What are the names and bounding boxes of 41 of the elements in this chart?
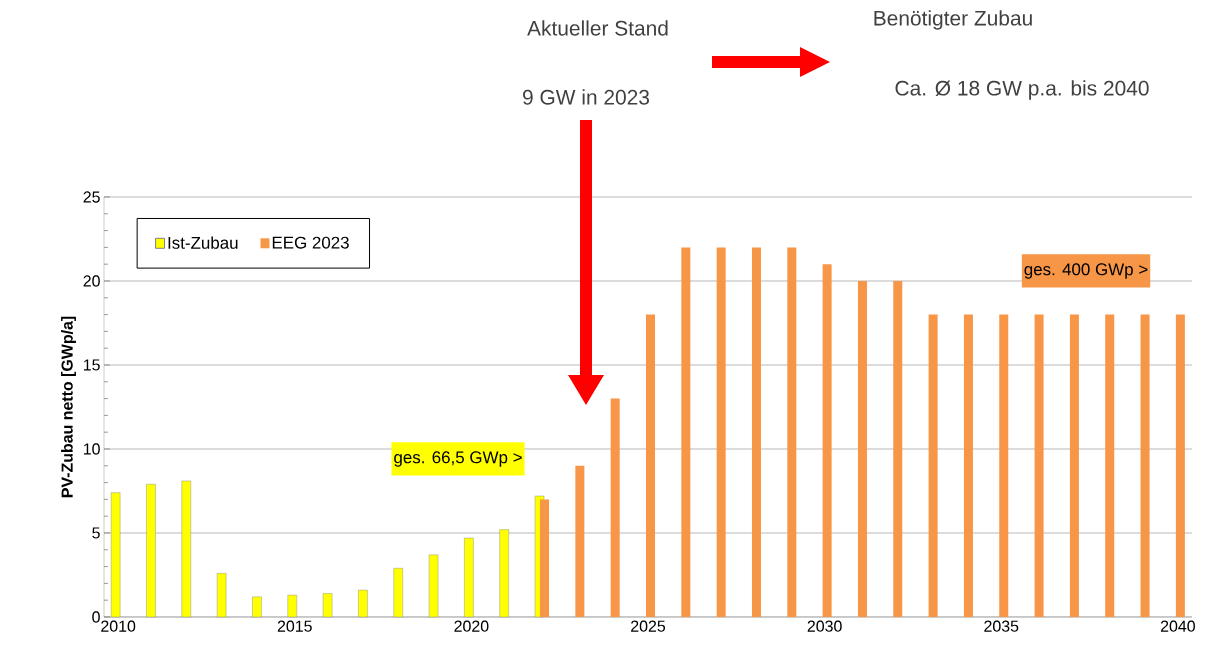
bar [893, 280, 903, 617]
bar [610, 398, 620, 617]
y-tick-label: 25 [83, 191, 100, 203]
bar [1140, 314, 1150, 617]
x-tick-label: 2035 [984, 620, 1019, 632]
bar [1105, 314, 1115, 617]
y-axis-title: PV-Zubau netto [GWp/a] [61, 316, 76, 498]
bar [928, 314, 938, 617]
bar [963, 314, 973, 617]
annotation: ges. 400 GWp > [1024, 263, 1148, 279]
bar [822, 264, 832, 617]
bar [646, 314, 656, 617]
bar [540, 499, 550, 617]
x-tick-label: 2015 [277, 620, 312, 632]
bar [787, 247, 797, 617]
annotation: ges. 66,5 GWp > [394, 451, 522, 467]
text: 9 GW in 2023 [523, 89, 650, 105]
text: Aktueller Stand [527, 20, 668, 36]
y-tick-label: 5 [92, 527, 100, 539]
bar [857, 280, 867, 617]
text: Benötigter Zubau [874, 10, 1032, 30]
bar [716, 247, 726, 617]
bar [1034, 314, 1044, 617]
y-tick-label: 20 [83, 275, 100, 287]
y-tick-label: 10 [83, 443, 100, 455]
x-tick-label: 2025 [631, 620, 666, 632]
bar [751, 247, 761, 617]
x-tick-label: 2040 [1160, 620, 1195, 632]
bar [999, 314, 1009, 617]
bar [1069, 314, 1079, 617]
bar [575, 465, 585, 617]
y-tick-label: 15 [83, 359, 100, 371]
x-tick-label: 2010 [101, 620, 136, 632]
bar [1175, 314, 1185, 617]
x-tick-label: 2020 [454, 620, 489, 632]
bar [681, 247, 691, 617]
text: Ca. Ø 18 GW p.a. bis 2040 [895, 80, 1149, 100]
legend-label: Ist-Zubau [168, 236, 238, 249]
x-tick-label: 2030 [807, 620, 842, 632]
legend-label: EEG 2023 [272, 236, 349, 249]
y-tick-label: 0 [92, 611, 100, 623]
